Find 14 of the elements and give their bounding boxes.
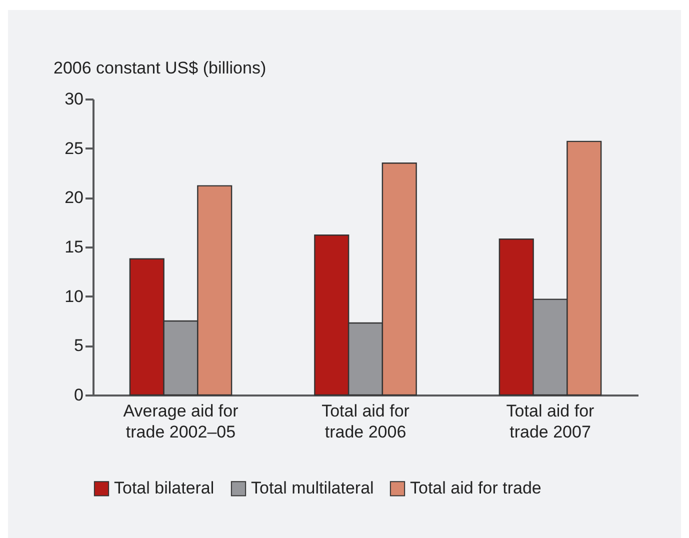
- y-axis-title: 2006 constant US$ (billions): [54, 58, 266, 78]
- y-tick-label: 0: [74, 386, 84, 404]
- x-tick-label: Total aid for trade 2006: [322, 402, 410, 442]
- y-tick-label: 30: [64, 90, 84, 108]
- y-tick-label: 25: [64, 138, 84, 158]
- legend-label: Total aid for trade: [410, 478, 542, 498]
- y-tick-label: 10: [64, 286, 84, 306]
- legend-label: Total multilateral: [251, 478, 374, 498]
- y-tick-label: 20: [64, 188, 84, 208]
- x-tick-label: Average aid for trade 2002–05: [123, 402, 239, 442]
- x-tick-label: Total aid for trade 2007: [506, 402, 595, 442]
- y-tick-label: 15: [64, 238, 84, 256]
- y-tick-label: 5: [74, 336, 84, 356]
- legend-label: Total bilateral: [114, 478, 214, 498]
